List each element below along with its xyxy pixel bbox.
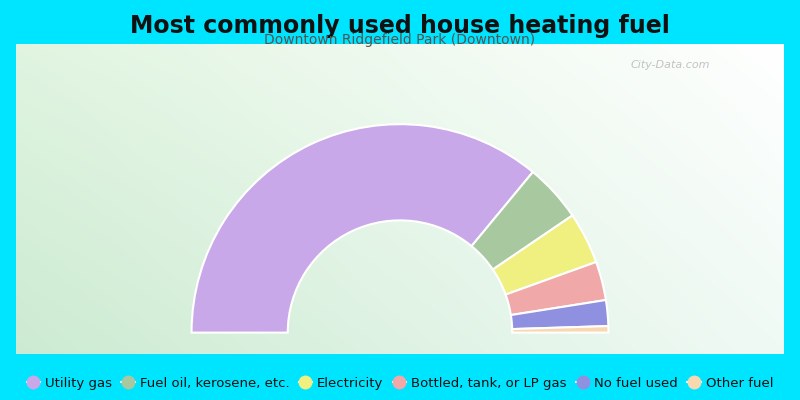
Wedge shape: [506, 262, 606, 315]
Text: Downtown Ridgefield Park (Downtown): Downtown Ridgefield Park (Downtown): [265, 33, 535, 47]
Legend: Utility gas, Fuel oil, kerosene, etc., Electricity, Bottled, tank, or LP gas, No: Utility gas, Fuel oil, kerosene, etc., E…: [26, 375, 774, 392]
Text: City-Data.com: City-Data.com: [630, 60, 710, 70]
Wedge shape: [512, 326, 609, 333]
Wedge shape: [471, 172, 573, 270]
Wedge shape: [493, 216, 596, 295]
Text: Most commonly used house heating fuel: Most commonly used house heating fuel: [130, 14, 670, 38]
Wedge shape: [191, 124, 533, 333]
Wedge shape: [511, 300, 608, 329]
